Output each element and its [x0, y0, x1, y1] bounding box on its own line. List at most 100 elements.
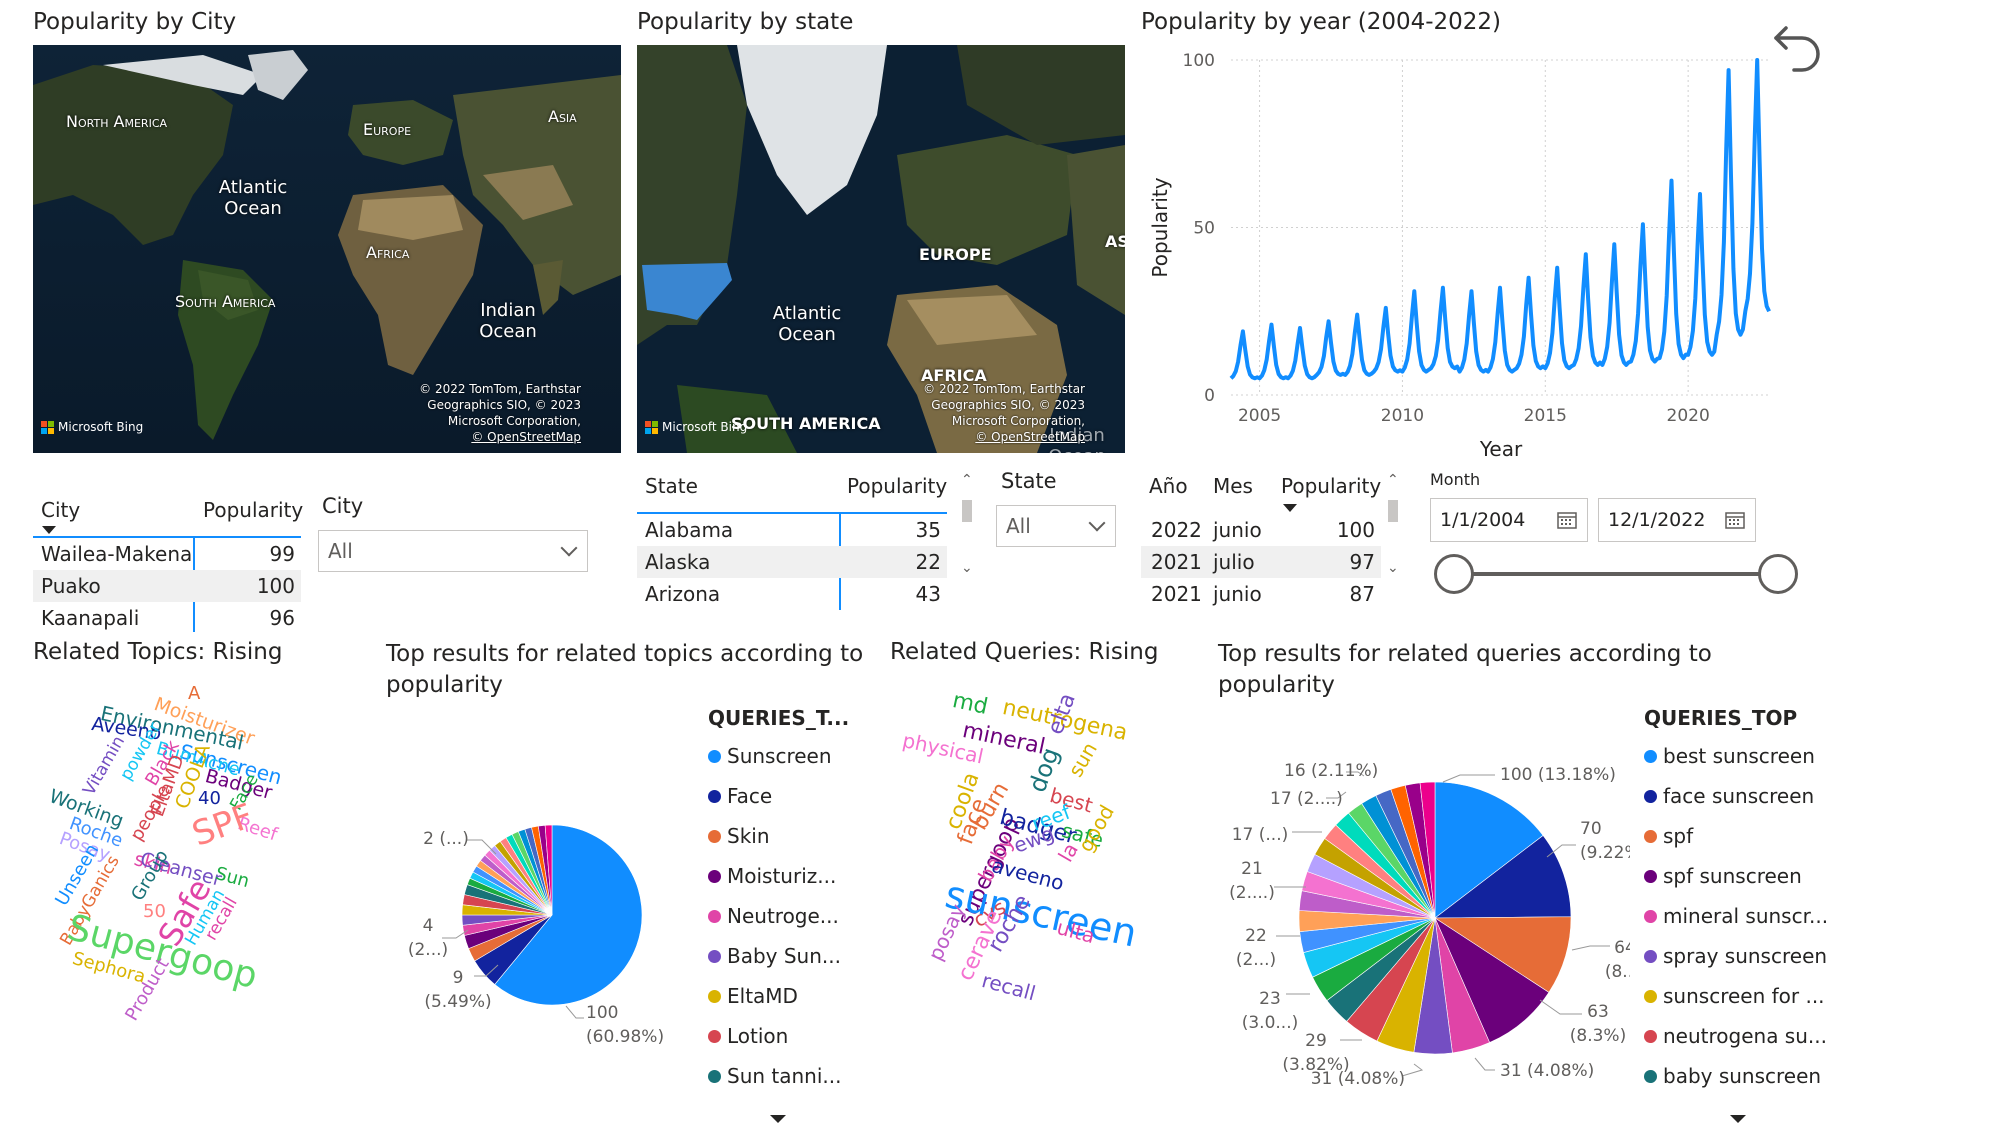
- city-slicer-dropdown[interactable]: All: [318, 530, 588, 572]
- pie-data-label: 22: [1245, 926, 1267, 946]
- table-row[interactable]: Alabama 35: [637, 514, 947, 546]
- scroll-down-icon[interactable]: ⌄: [1387, 560, 1399, 576]
- column-header-year[interactable]: Año: [1149, 474, 1188, 498]
- legend-item[interactable]: spf sunscreen: [1644, 856, 1829, 896]
- legend-item[interactable]: baby sunscreen: [1644, 1056, 1829, 1096]
- table-row[interactable]: Arizona 43: [637, 578, 947, 610]
- legend-dot: [708, 749, 721, 763]
- legend-item[interactable]: EltaMD: [708, 976, 878, 1016]
- range-end-handle[interactable]: [1758, 554, 1798, 594]
- table-row[interactable]: Wailea-Makena 99: [33, 538, 301, 570]
- topics-word-cloud[interactable]: A Moisturizer Environmental Aveeno Sunscreen…: [33, 685, 353, 1025]
- legend-item[interactable]: Sun tanni...: [708, 1056, 878, 1096]
- scroll-thumb[interactable]: [962, 500, 972, 522]
- calendar-icon[interactable]: [1557, 511, 1577, 529]
- map-label: North America: [66, 112, 168, 131]
- legend-item[interactable]: Sunscreen: [708, 736, 878, 776]
- word-cloud-term[interactable]: A: [188, 683, 201, 704]
- legend-item[interactable]: Baby Sun...: [708, 936, 878, 976]
- popularity-series-line[interactable]: [1229, 58, 1771, 381]
- scroll-up-icon[interactable]: ⌃: [961, 472, 973, 488]
- word-cloud-term[interactable]: 50: [143, 901, 166, 922]
- column-header-popularity[interactable]: Popularity: [1281, 474, 1382, 498]
- pie-data-label: 9: [453, 968, 464, 988]
- column-header-popularity[interactable]: Popularity: [203, 498, 304, 522]
- calendar-icon[interactable]: [1725, 511, 1745, 529]
- legend-item[interactable]: Lotion: [708, 1016, 878, 1056]
- legend-item[interactable]: Neutroge...: [708, 896, 878, 936]
- state-slicer-dropdown[interactable]: All: [996, 505, 1116, 547]
- queries-pie-chart[interactable]: 100 (13.18%) 70 (9.22%) 64 (8...) 63 (8.3%) 31 …: [1210, 740, 1630, 1100]
- pie-slice[interactable]: [544, 824, 553, 916]
- cell-city: Puako: [41, 574, 101, 598]
- pie-slice[interactable]: [1434, 835, 1572, 919]
- table-row[interactable]: 2021 julio 97: [1141, 546, 1381, 578]
- word-cloud-term[interactable]: recall: [979, 968, 1039, 1006]
- table-row[interactable]: 2021 junio 87: [1141, 578, 1381, 610]
- pie-slice[interactable]: [1434, 781, 1544, 919]
- start-date-input[interactable]: 1/1/2004: [1430, 498, 1588, 542]
- legend-dot: [1644, 749, 1657, 763]
- pie-data-label: 100: [586, 1003, 618, 1023]
- table-row[interactable]: 2022 junio 100: [1141, 514, 1381, 546]
- data-label-leader: [466, 839, 497, 855]
- state-table-scrollbar[interactable]: ⌃ ⌄: [960, 472, 974, 590]
- legend-more-icon[interactable]: [1730, 1115, 1746, 1123]
- pie-slice[interactable]: [1434, 917, 1550, 1043]
- city-map[interactable]: North America Europe Asia Atlantic Ocean…: [33, 45, 621, 453]
- legend-item[interactable]: Face: [708, 776, 878, 816]
- legend-dot: [1644, 789, 1657, 803]
- legend-item[interactable]: best sunscreen: [1644, 736, 1829, 776]
- scroll-up-icon[interactable]: ⌃: [1387, 472, 1399, 488]
- cell-state: Alabama: [645, 518, 734, 542]
- legend-item[interactable]: Skin: [708, 816, 878, 856]
- map-copyright: © 2022 TomTom, Earthstar Geographics SIO…: [885, 381, 1085, 445]
- word-cloud-term[interactable]: md: [950, 688, 991, 720]
- word-cloud-term[interactable]: sun: [1063, 738, 1102, 781]
- city-table[interactable]: City Popularity Wailea-Makena 99 Puako 1…: [33, 492, 304, 634]
- legend-label: spf sunscreen: [1663, 864, 1802, 888]
- osm-link[interactable]: © OpenStreetMap: [975, 430, 1085, 444]
- queries-word-cloud[interactable]: md neutrogena mineral physical elta sun coola b…: [900, 685, 1175, 1006]
- legend-item[interactable]: face sunscreen: [1644, 776, 1829, 816]
- legend-item[interactable]: spray sunscreen: [1644, 936, 1829, 976]
- legend-dot: [1644, 869, 1657, 883]
- cell-popularity: 43: [915, 582, 941, 606]
- column-header-city[interactable]: City: [41, 498, 81, 522]
- legend-item[interactable]: spf: [1644, 816, 1829, 856]
- column-header-popularity[interactable]: Popularity: [847, 474, 948, 498]
- legend-more-icon[interactable]: [770, 1115, 786, 1123]
- legend-label: baby sunscreen: [1663, 1064, 1822, 1088]
- legend-item[interactable]: neutrogena su...: [1644, 1016, 1829, 1056]
- legend-item[interactable]: sunscreen for ...: [1644, 976, 1829, 1016]
- topics-pie-chart[interactable]: 100 (60.98%) 9 (5.49%) 4 (2...) 2 (...): [386, 720, 716, 1070]
- state-table[interactable]: State Popularity Alabama 35 Alaska 22 Ar…: [637, 468, 947, 610]
- legend-dot: [1644, 909, 1657, 923]
- column-header-state[interactable]: State: [645, 474, 698, 498]
- month-table-scrollbar[interactable]: ⌃ ⌄: [1386, 472, 1400, 590]
- pie-slice[interactable]: [494, 824, 643, 1006]
- range-start-handle[interactable]: [1434, 554, 1474, 594]
- legend-dot: [1644, 949, 1657, 963]
- pie-data-label-sub: (2...): [408, 940, 448, 960]
- month-range-track[interactable]: [1452, 572, 1778, 576]
- table-row[interactable]: Puako 100: [33, 570, 301, 602]
- table-row[interactable]: Alaska 22: [637, 546, 947, 578]
- back-arrow-icon[interactable]: [1772, 18, 1824, 74]
- end-date-input[interactable]: 12/1/2022: [1598, 498, 1756, 542]
- pie-slice[interactable]: [1434, 916, 1572, 993]
- table-row[interactable]: Kaanapali 96: [33, 602, 301, 634]
- pie-slice[interactable]: [1419, 781, 1436, 919]
- column-header-month[interactable]: Mes: [1213, 474, 1253, 498]
- state-map[interactable]: EUROPE AS Atlantic Ocean AFRICA SOUTH AM…: [637, 45, 1125, 453]
- word-cloud-term[interactable]: 40: [198, 788, 221, 809]
- legend-item[interactable]: mineral sunscr...: [1644, 896, 1829, 936]
- map-label: Asia: [548, 107, 577, 126]
- month-table[interactable]: Año Mes Popularity 2022 junio 100 2021 j…: [1141, 468, 1381, 610]
- scroll-down-icon[interactable]: ⌄: [961, 560, 973, 576]
- cell-year: 2021: [1151, 582, 1202, 606]
- scroll-thumb[interactable]: [1388, 500, 1398, 522]
- year-line-chart[interactable]: 0 50 100 2005 2010 2015 2020 Year Popularity: [1141, 45, 1781, 465]
- osm-link[interactable]: © OpenStreetMap: [471, 430, 581, 444]
- legend-item[interactable]: Moisturiz...: [708, 856, 878, 896]
